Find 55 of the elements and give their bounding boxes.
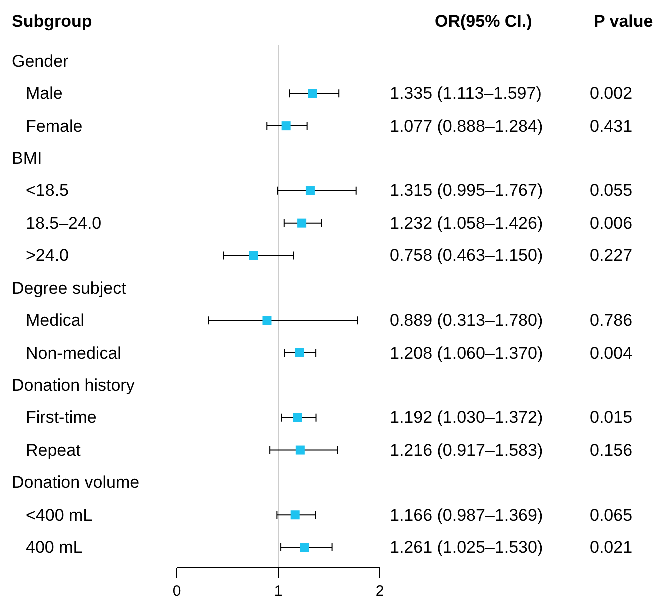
point [298, 218, 307, 228]
data-label: 1.261 (1.025–1.530) [390, 538, 544, 557]
y-tick-label: 18.5–24.0 [26, 214, 102, 233]
y-tick-label: First-time [26, 408, 97, 427]
point [306, 186, 315, 196]
y-tick-label: Repeat [26, 441, 82, 460]
y-tick-label: Female [26, 117, 83, 136]
point [308, 89, 317, 98]
text: 0.431 [590, 117, 633, 136]
text: Donation volume [12, 473, 140, 492]
x-tick-label: 1 [274, 583, 283, 600]
point [282, 122, 291, 131]
text: 0.156 [590, 441, 633, 460]
data-label: 1.077 (0.888–1.284) [390, 117, 544, 136]
data-label: 1.192 (1.030–1.372) [390, 408, 544, 427]
y-tick-label: >24.0 [26, 246, 70, 265]
data-label: 0.889 (0.313–1.780) [390, 311, 544, 330]
text: 0.786 [590, 311, 633, 330]
data-label: 1.335 (1.113–1.597) [390, 84, 542, 103]
data-label: 1.166 (0.987–1.369) [390, 506, 544, 525]
text: 0.004 [590, 344, 633, 363]
y-axis-title: Subgroup [12, 12, 92, 31]
text: 0.065 [590, 506, 633, 525]
data-label: 1.232 (1.058–1.426) [390, 214, 544, 233]
text: 0.006 [590, 214, 633, 233]
point [290, 510, 300, 520]
y-tick-label: <400 mL [26, 506, 93, 525]
point [296, 446, 305, 455]
point [249, 251, 258, 260]
text: 0.015 [590, 408, 633, 427]
text: Donation history [12, 376, 136, 395]
point [300, 543, 310, 552]
data-label: 1.208 (1.060–1.370) [390, 344, 544, 363]
data-label: 1.315 (0.995–1.767) [390, 181, 544, 200]
text: 0.002 [590, 84, 633, 103]
point [295, 348, 304, 358]
y-tick-label: Male [26, 84, 63, 103]
y-tick-label: 400 mL [26, 538, 83, 557]
y-tick-label: <18.5 [26, 181, 70, 200]
text: 0.055 [590, 181, 633, 200]
text: 0.021 [590, 538, 633, 557]
point [293, 413, 302, 422]
text: 0.227 [590, 246, 633, 265]
text: P value [594, 12, 654, 31]
y-tick-label: Non-medical [26, 344, 122, 363]
point [262, 316, 272, 326]
x-tick-label: 2 [376, 583, 384, 600]
text: Gender [12, 52, 70, 71]
text: Degree subject [12, 279, 127, 298]
data-label: 1.216 (0.917–1.583) [390, 441, 544, 460]
data-label: 0.758 (0.463–1.150) [390, 246, 544, 265]
text: BMI [12, 149, 42, 168]
y-tick-label: Medical [26, 311, 85, 330]
text: OR(95% CI.) [435, 12, 532, 31]
x-tick-label: 0 [172, 583, 182, 600]
